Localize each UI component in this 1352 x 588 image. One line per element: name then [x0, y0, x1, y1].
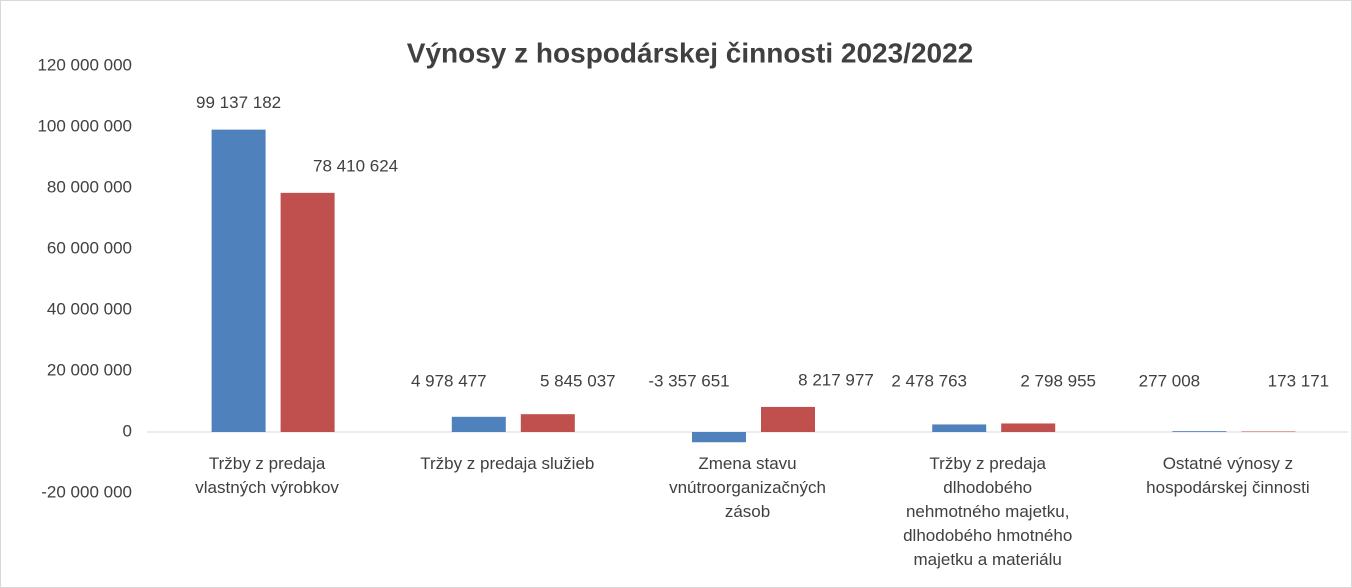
- bar: [1241, 431, 1296, 432]
- y-tick-label: 80 000 000: [47, 177, 132, 196]
- bar: [211, 129, 266, 432]
- x-tick-label-line: hospodárskej činnosti: [1146, 478, 1309, 497]
- x-tick-label-line: nehmotného majetku,: [906, 502, 1070, 521]
- data-label: 99 137 182: [196, 93, 281, 112]
- x-tick-label: Tržby z predaja dlhodobého nehmotného maje…: [903, 454, 1072, 569]
- bar: [761, 406, 815, 432]
- bar: [280, 192, 335, 432]
- bar: [451, 416, 506, 432]
- data-label: 78 410 624: [313, 156, 398, 175]
- chart-title: Výnosy z hospodárskej činnosti 2023/2022: [407, 37, 973, 68]
- data-label: 5 845 037: [540, 371, 616, 390]
- x-tick-label-line: Zmena stavu: [698, 454, 796, 473]
- x-tick-label-line: dlhodobého: [943, 478, 1032, 497]
- x-tick-label-line: Ostatné výnosy z: [1163, 454, 1293, 473]
- x-tick-label: Tržby z predaja vlastných výrobkov: [195, 454, 339, 497]
- x-tick-label-line: majetku a materiálu: [914, 550, 1062, 569]
- data-label: -3 357 651: [648, 371, 729, 390]
- data-label: 8 217 977: [798, 370, 874, 389]
- y-tick-label: -20 000 000: [41, 482, 132, 501]
- data-label: 4 978 477: [411, 371, 487, 390]
- y-tick-label: 0: [123, 421, 132, 440]
- x-tick-label-line: Tržby z predaja: [929, 454, 1046, 473]
- y-tick-label: 40 000 000: [47, 299, 132, 318]
- data-label: 277 008: [1139, 371, 1200, 390]
- x-tick-label-line: dlhodobého hmotného: [903, 526, 1072, 545]
- x-tick-label-line: Tržby z predaja služieb: [420, 454, 594, 473]
- x-tick-label-line: vlastných výrobkov: [195, 478, 339, 497]
- bar: [692, 432, 746, 443]
- bar: [1172, 431, 1227, 432]
- x-tick-label-line: zásob: [725, 502, 770, 521]
- y-tick-label: 100 000 000: [37, 116, 132, 135]
- x-tick-label-line: Tržby z predaja: [209, 454, 326, 473]
- x-tick-label: Ostatné výnosy z hospodárskej činnosti: [1146, 454, 1309, 497]
- y-tick-label: 20 000 000: [47, 360, 132, 379]
- bar: [932, 424, 987, 432]
- x-tick-label-line: vnútroorganizačných: [669, 478, 826, 497]
- data-label: 173 171: [1268, 371, 1329, 390]
- x-tick-label: Tržby z predaja služieb: [420, 454, 594, 473]
- bar: [1001, 423, 1056, 432]
- data-label: 2 478 763: [891, 371, 967, 390]
- y-tick-label: 60 000 000: [47, 238, 132, 257]
- x-tick-label: Zmena stavu vnútroorganizačných zásob: [669, 454, 826, 521]
- data-label: 2 798 955: [1020, 371, 1096, 390]
- bar: [520, 414, 575, 432]
- y-tick-label: 120 000 000: [37, 55, 132, 74]
